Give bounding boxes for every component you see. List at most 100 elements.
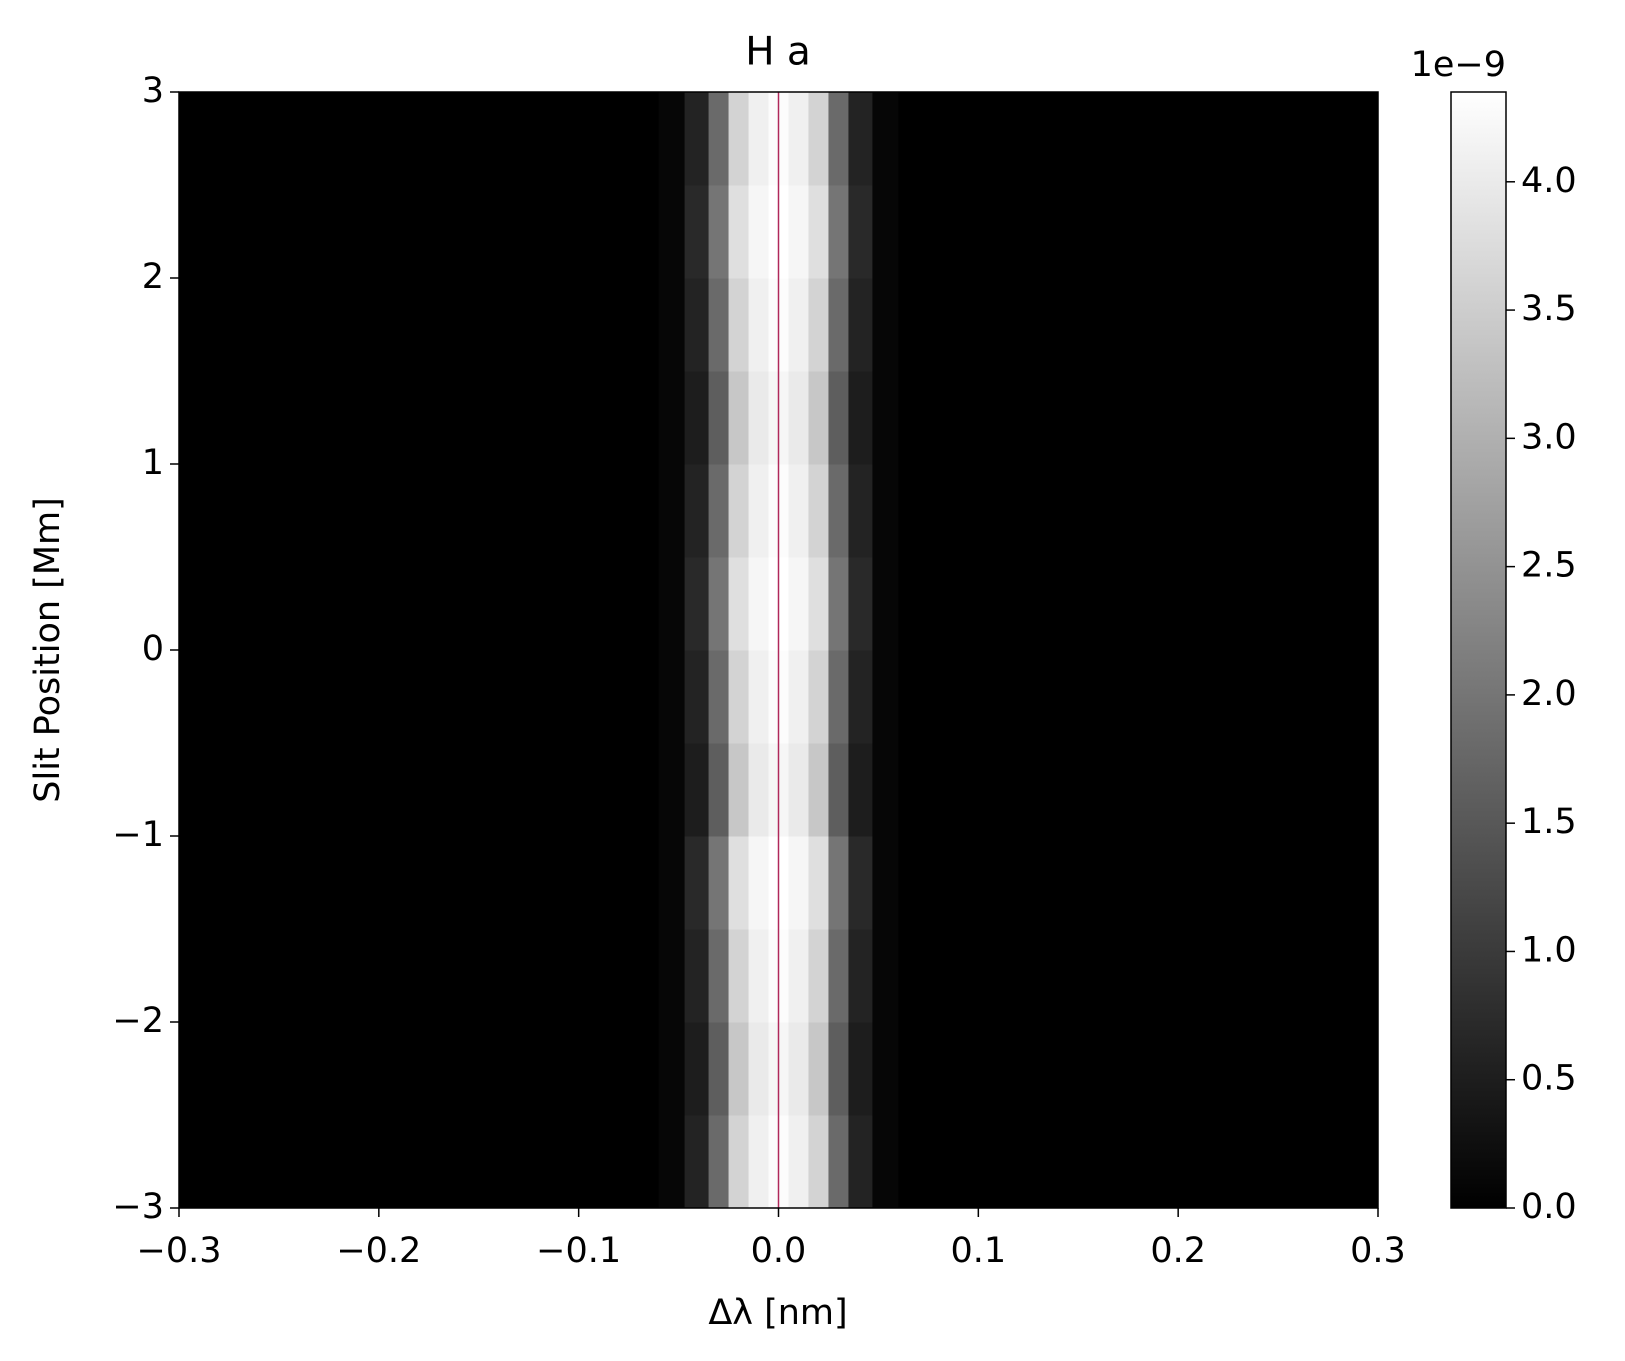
heatmap-cell <box>848 836 873 930</box>
x-tick-label: −0.2 <box>336 1231 421 1271</box>
heatmap-cell <box>788 464 809 558</box>
heatmap-cell <box>872 929 899 1023</box>
heatmap-cell <box>848 650 873 744</box>
heatmap-cell <box>788 1115 809 1209</box>
heatmap-cell <box>684 185 710 279</box>
heatmap-cell <box>708 557 730 651</box>
heatmap-cell <box>848 929 873 1023</box>
chart-title: H a <box>745 30 811 75</box>
colorbar-tick-label: 3.5 <box>1521 289 1577 329</box>
heatmap-cell <box>748 278 770 372</box>
x-tick-label: 0.1 <box>950 1231 1006 1271</box>
heatmap-cell <box>179 464 660 558</box>
heatmap-cell <box>658 92 686 186</box>
heatmap-cell <box>808 185 829 279</box>
heatmap-cell <box>708 185 730 279</box>
heatmap-cell <box>658 278 686 372</box>
colorbar-tick-label: 2.0 <box>1521 674 1577 714</box>
heatmap-cell <box>898 371 1379 465</box>
heatmap-cell <box>748 743 770 837</box>
heatmap-cell <box>179 650 660 744</box>
heatmap-cell <box>898 92 1379 186</box>
heatmap-cell <box>658 743 686 837</box>
y-tick-label: −1 <box>112 815 164 855</box>
heatmap-cell <box>898 557 1379 651</box>
heatmap-cell <box>728 557 750 651</box>
heatmap-cell <box>708 1022 730 1116</box>
heatmap-cell <box>872 278 899 372</box>
heatmap-cell <box>658 185 686 279</box>
heatmap-cell <box>788 929 809 1023</box>
heatmap-cell <box>179 185 660 279</box>
heatmap-cell <box>708 464 730 558</box>
heatmap-cell <box>728 464 750 558</box>
x-tick-label: −0.3 <box>137 1231 222 1271</box>
heatmap-cell <box>872 836 899 930</box>
colorbar-offset: 1e−9 <box>1411 45 1506 85</box>
heatmap-cell <box>658 464 686 558</box>
heatmap-cell <box>748 1115 770 1209</box>
heatmap-cell <box>828 650 849 744</box>
x-axis-label: Δλ [nm] <box>708 1293 847 1333</box>
colorbar-tick-label: 3.0 <box>1521 417 1577 457</box>
heatmap-cell <box>808 557 829 651</box>
heatmap-cell <box>748 185 770 279</box>
heatmap-cell <box>708 1115 730 1209</box>
heatmap-cell <box>748 1022 770 1116</box>
heatmap-cell <box>179 278 660 372</box>
heatmap-cell <box>898 464 1379 558</box>
heatmap-cell <box>748 836 770 930</box>
heatmap-cell <box>684 929 710 1023</box>
heatmap-cell <box>808 371 829 465</box>
heatmap-cell <box>828 371 849 465</box>
heatmap-cell <box>788 836 809 930</box>
colorbar-tick-label: 1.5 <box>1521 802 1577 842</box>
heatmap-cell <box>728 278 750 372</box>
heatmap-cell <box>179 1022 660 1116</box>
heatmap-cell <box>728 1022 750 1116</box>
heatmap-cell <box>808 1115 829 1209</box>
heatmap-cell <box>808 278 829 372</box>
heatmap-cell <box>828 557 849 651</box>
heatmap-cell <box>684 1022 710 1116</box>
heatmap-cell <box>872 371 899 465</box>
heatmap-cell <box>788 743 809 837</box>
heatmap-cell <box>788 371 809 465</box>
x-tick-label: −0.1 <box>536 1231 621 1271</box>
heatmap-cell <box>788 650 809 744</box>
heatmap-cell <box>708 92 730 186</box>
colorbar <box>1451 92 1506 1208</box>
heatmap-cell <box>658 836 686 930</box>
colorbar-tick-label: 1.0 <box>1521 930 1577 970</box>
heatmap-cell <box>728 650 750 744</box>
heatmap-cell <box>748 464 770 558</box>
colorbar-frame <box>1450 91 1507 1209</box>
heatmap-cell <box>748 929 770 1023</box>
heatmap-cell <box>179 371 660 465</box>
heatmap-cell <box>828 1115 849 1209</box>
heatmap-cell <box>848 278 873 372</box>
heatmap-cell <box>684 743 710 837</box>
colorbar-tick-label: 4.0 <box>1521 161 1577 201</box>
heatmap-cell <box>728 1115 750 1209</box>
heatmap-cell <box>179 929 660 1023</box>
heatmap-cell <box>179 743 660 837</box>
heatmap-cell <box>808 743 829 837</box>
heatmap-cell <box>898 650 1379 744</box>
heatmap-cell <box>872 92 899 186</box>
heatmap-cell <box>898 836 1379 930</box>
heatmap-cell <box>708 743 730 837</box>
heatmap-cell <box>828 185 849 279</box>
heatmap-cell <box>658 557 686 651</box>
heatmap-cell <box>179 557 660 651</box>
y-axis-label: Slit Position [Mm] <box>28 497 68 803</box>
x-tick-label: 0.3 <box>1350 1231 1406 1271</box>
heatmap-cell <box>728 92 750 186</box>
heatmap-cell <box>179 92 660 186</box>
heatmap-cell <box>684 464 710 558</box>
heatmap-cell <box>828 464 849 558</box>
heatmap-cell <box>872 185 899 279</box>
x-tick-label: 0.2 <box>1150 1231 1206 1271</box>
heatmap-cell <box>728 836 750 930</box>
heatmap-cell <box>848 371 873 465</box>
